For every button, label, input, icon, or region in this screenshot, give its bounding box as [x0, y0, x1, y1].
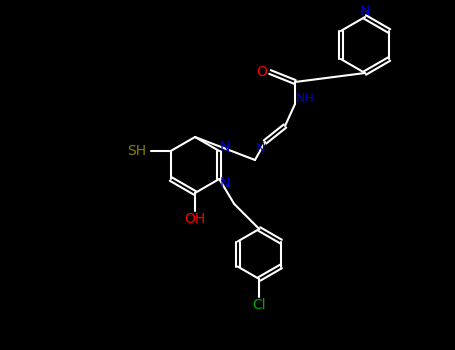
Text: N: N [255, 141, 265, 154]
Text: O: O [257, 65, 268, 79]
Text: N: N [220, 176, 230, 190]
Text: Cl: Cl [253, 298, 266, 312]
Text: N: N [360, 4, 370, 18]
Text: NH: NH [296, 92, 314, 105]
Text: SH: SH [127, 144, 147, 158]
Text: N: N [220, 140, 230, 154]
Text: OH: OH [184, 212, 206, 226]
